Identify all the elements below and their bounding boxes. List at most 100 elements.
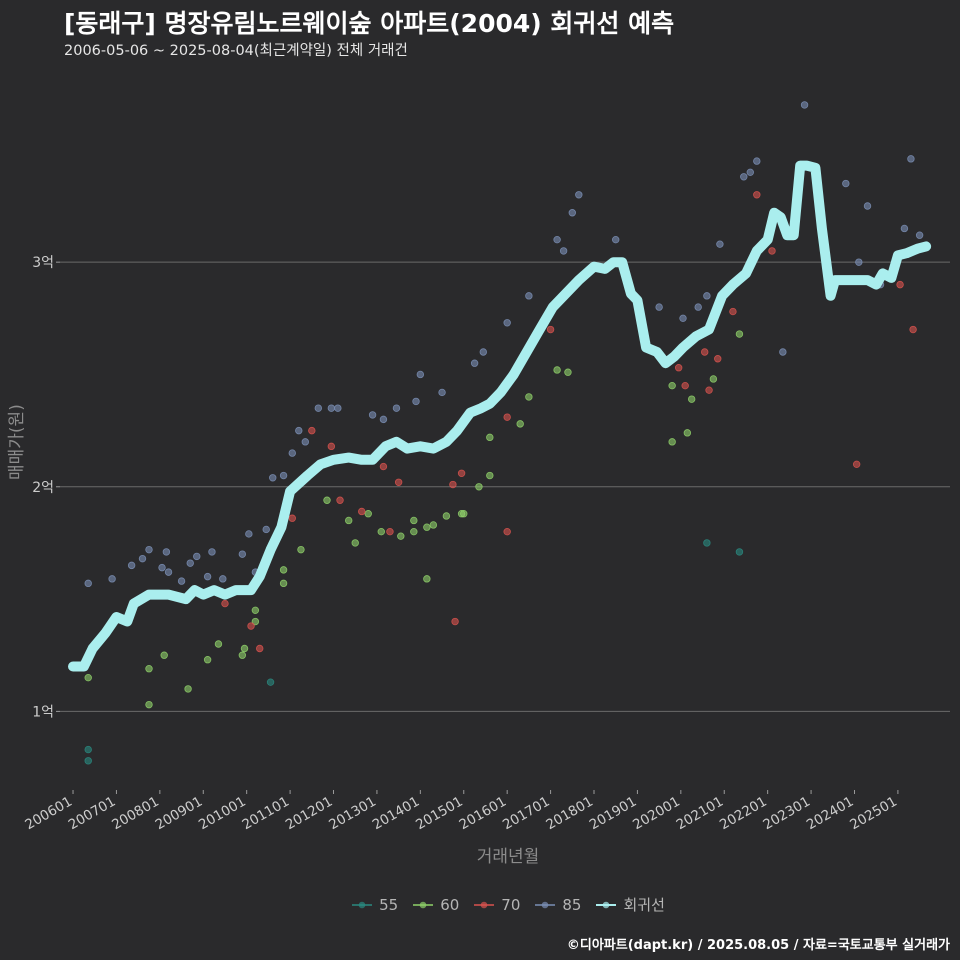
point-85-34 <box>503 319 511 327</box>
point-70-0 <box>221 599 229 608</box>
point-85-38 <box>568 209 576 217</box>
x-tick-label-12: 201801 <box>543 794 596 834</box>
point-60-31 <box>516 420 524 428</box>
point-70-21 <box>705 386 713 394</box>
point-60-2 <box>145 665 153 673</box>
point-70-14 <box>457 469 466 477</box>
point-85-41 <box>655 303 663 311</box>
legend-label-3: 85 <box>562 895 582 914</box>
point-55-0 <box>84 745 92 754</box>
point-70-18 <box>674 364 683 372</box>
point-85-52 <box>855 258 863 266</box>
point-60-20 <box>410 527 418 536</box>
x-tick-label-7: 201301 <box>326 794 379 834</box>
x-tick-label-18: 202401 <box>804 794 857 834</box>
point-60-5 <box>203 656 212 664</box>
legend-key-3 <box>535 901 556 908</box>
point-55-3 <box>703 539 711 547</box>
x-tick-label-10: 201601 <box>457 794 510 834</box>
point-85-14 <box>238 550 247 558</box>
point-85-7 <box>164 568 173 576</box>
x-axis-label: 거래년월 <box>476 847 540 867</box>
point-60-28 <box>475 483 483 491</box>
point-85-1 <box>108 575 116 583</box>
y-axis-ticks: 1억 2억 3억 <box>32 255 60 720</box>
point-85-37 <box>559 247 568 255</box>
point-85-39 <box>575 191 583 199</box>
x-tick-label-8: 201401 <box>370 794 423 834</box>
point-60-0 <box>84 673 92 682</box>
point-60-18 <box>377 527 385 536</box>
point-70-1 <box>247 622 255 630</box>
point-60-35 <box>668 381 676 390</box>
point-85-49 <box>779 348 787 356</box>
legend-label-2: 70 <box>501 895 521 914</box>
regression-line <box>68 160 932 672</box>
point-60-1 <box>145 700 153 709</box>
chart-subtitle: 2006-05-06 ~ 2025-08-04(최근계약일) 전체 거래건 <box>64 43 408 59</box>
y-tick-label-1: 2억 <box>32 480 54 496</box>
point-85-12 <box>208 548 216 556</box>
x-tick-label-4: 201001 <box>196 794 249 834</box>
point-85-22 <box>301 438 309 446</box>
scatter-points <box>84 101 924 765</box>
point-70-17 <box>546 325 555 334</box>
y-tick-label-0: 1억 <box>32 704 54 720</box>
x-tick-label-13: 201901 <box>587 794 640 834</box>
point-85-25 <box>334 404 342 412</box>
legend-key-4 <box>596 901 617 908</box>
point-85-29 <box>412 397 420 406</box>
point-60-38 <box>687 395 696 403</box>
point-70-3 <box>288 514 296 522</box>
point-85-50 <box>800 101 809 109</box>
point-85-47 <box>746 168 754 177</box>
point-85-17 <box>262 525 270 534</box>
legend-item-2: 70 <box>473 894 520 915</box>
legend-key-1 <box>413 901 434 908</box>
point-70-19 <box>681 381 689 390</box>
point-60-6 <box>214 640 223 648</box>
point-85-0 <box>84 579 92 588</box>
point-70-26 <box>852 460 861 469</box>
point-60-36 <box>668 438 676 446</box>
point-60-14 <box>323 496 331 504</box>
point-85-21 <box>295 426 303 435</box>
point-85-26 <box>368 411 377 419</box>
x-tick-label-5: 201101 <box>239 794 292 834</box>
point-70-9 <box>379 462 388 471</box>
point-70-23 <box>729 307 737 316</box>
point-70-6 <box>336 496 344 504</box>
point-70-22 <box>714 355 722 363</box>
y-axis-label: 매매가(원) <box>7 404 27 480</box>
point-70-4 <box>308 426 316 435</box>
point-85-45 <box>716 240 724 248</box>
point-85-24 <box>327 404 336 412</box>
point-70-13 <box>451 617 459 626</box>
point-85-20 <box>288 449 296 457</box>
point-85-13 <box>219 575 227 583</box>
point-85-11 <box>203 572 212 581</box>
point-85-6 <box>162 548 171 556</box>
grid-lines <box>60 261 950 712</box>
point-55-2 <box>266 678 275 686</box>
point-60-25 <box>442 512 451 520</box>
point-60-30 <box>486 433 494 442</box>
point-85-46 <box>740 173 748 181</box>
point-85-3 <box>138 554 147 563</box>
point-85-4 <box>145 545 153 554</box>
point-85-27 <box>379 415 388 424</box>
point-60-29 <box>486 471 494 480</box>
legend-label-4: 회귀선 <box>623 896 665 914</box>
point-85-31 <box>438 388 446 397</box>
point-85-10 <box>193 552 201 561</box>
point-70-16 <box>503 413 511 421</box>
x-tick-label-0: 200601 <box>22 794 75 834</box>
point-70-10 <box>386 527 394 536</box>
x-axis-ticks: 2006012007012008012009012010012011012012… <box>22 790 900 833</box>
point-60-7 <box>238 651 247 659</box>
point-85-43 <box>694 303 702 311</box>
footer-credit: ©디아파트(dapt.kr) / 2025.08.05 / 자료=국토교통부 실… <box>566 938 950 953</box>
point-60-3 <box>160 651 168 659</box>
point-85-23 <box>314 404 323 412</box>
legend-item-0: 55 <box>351 894 398 915</box>
